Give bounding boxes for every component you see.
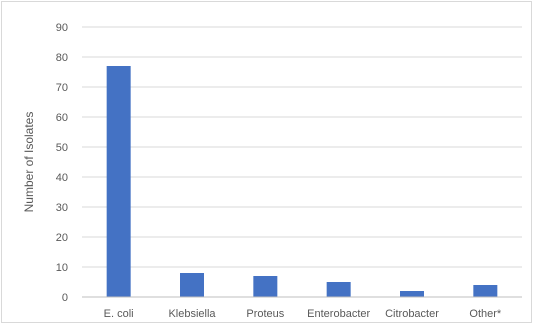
- x-tick-label: Enterobacter: [307, 308, 370, 320]
- x-tick-label: Klebsiella: [168, 308, 216, 320]
- bar-enterobacter: [326, 282, 351, 297]
- bar-klebsiella: [180, 273, 204, 297]
- x-tick-label: E. coli: [104, 308, 134, 320]
- bar-citrobacter: [400, 291, 424, 297]
- y-tick-label: 80: [56, 52, 68, 64]
- x-tick-label: Citrobacter: [385, 308, 439, 320]
- y-axis-title: Number of Isolates: [22, 112, 36, 213]
- y-tick-label: 90: [56, 22, 68, 34]
- y-tick-label: 10: [56, 262, 68, 274]
- bar-other: [473, 285, 498, 297]
- y-tick-label: 30: [56, 202, 68, 214]
- gridlines: [82, 26, 522, 268]
- y-tick-labels: 0 10 20 30 40 50 60 70 80 90: [56, 22, 68, 304]
- bar-proteus: [253, 276, 278, 297]
- bars: [106, 66, 498, 297]
- x-tick-label: Proteus: [246, 308, 284, 320]
- x-tick-labels: E. coli Klebsiella Proteus Enterobacter Citr…: [104, 308, 502, 320]
- bar-e-coli: [106, 66, 131, 297]
- y-tick-label: 70: [56, 82, 68, 94]
- y-tick-label: 20: [56, 232, 68, 244]
- y-tick-label: 60: [56, 112, 68, 124]
- x-tick-label: Other*: [469, 308, 502, 320]
- y-tick-label: 50: [56, 142, 68, 154]
- y-tick-label: 40: [56, 172, 68, 184]
- y-tick-label: 0: [62, 292, 68, 304]
